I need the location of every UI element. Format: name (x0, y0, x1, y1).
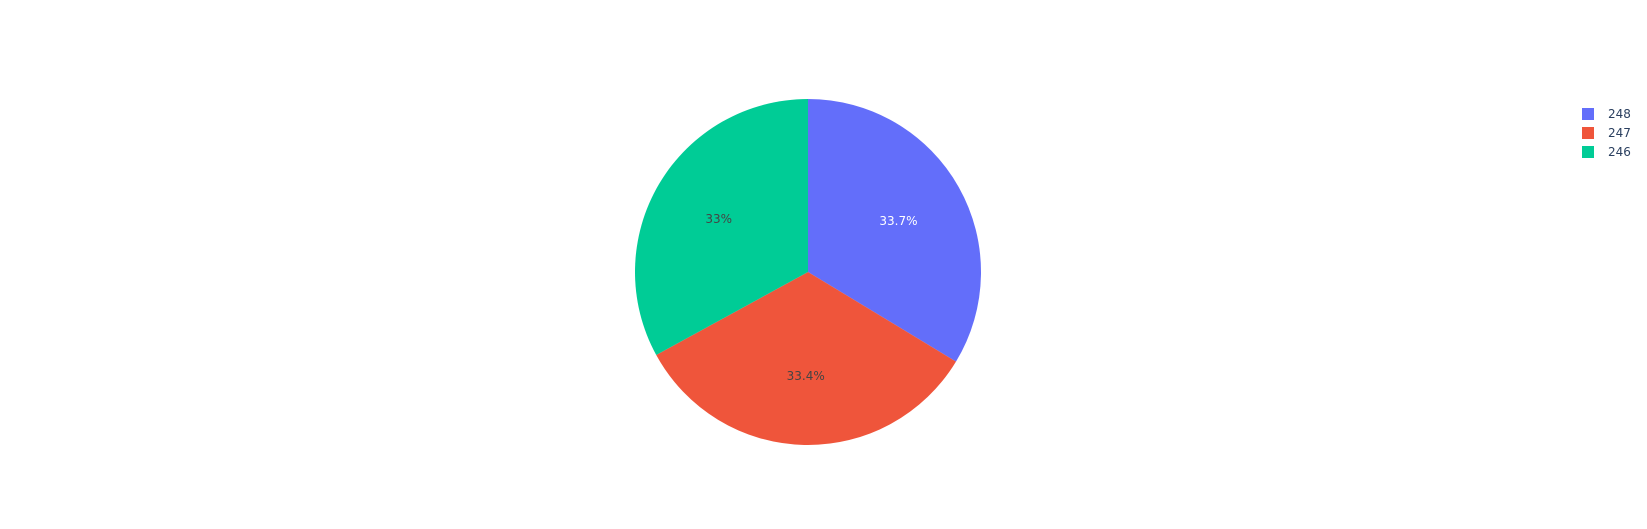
pie-slice-248[interactable] (808, 99, 982, 362)
slice-percent-label-248: 33.7% (879, 214, 917, 228)
legend-swatch-247 (1582, 127, 1594, 139)
legend[interactable]: 248 247 246 (1582, 107, 1631, 159)
legend-swatch-246 (1582, 146, 1594, 158)
legend-item-246[interactable]: 246 (1582, 145, 1631, 159)
slice-percent-label-246: 33% (705, 212, 732, 226)
pie-slice-246[interactable] (634, 99, 808, 356)
legend-label-247: 247 (1608, 126, 1631, 140)
pie-slice-labels: 33.7% 33.4% 33% (705, 212, 917, 383)
pie-slices (634, 99, 982, 446)
legend-item-248[interactable]: 248 (1582, 107, 1631, 121)
legend-label-246: 246 (1608, 145, 1631, 159)
legend-swatch-248 (1582, 108, 1594, 120)
slice-percent-label-247: 33.4% (787, 369, 825, 383)
pie-slice-247[interactable] (656, 272, 956, 446)
legend-label-248: 248 (1608, 107, 1631, 121)
legend-item-247[interactable]: 247 (1582, 126, 1631, 140)
